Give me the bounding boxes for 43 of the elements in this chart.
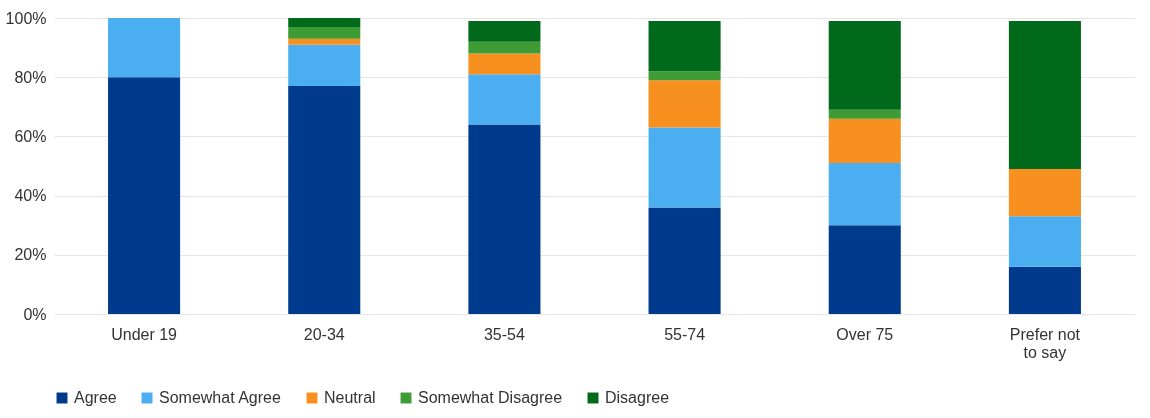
bar (468, 41, 541, 54)
y-tick-label: 80% (14, 68, 47, 86)
bar (828, 163, 901, 226)
bar (1008, 266, 1081, 314)
bar (468, 20, 541, 42)
bar (468, 74, 541, 125)
bar (648, 207, 721, 314)
bar (108, 18, 181, 78)
legend-label: Agree (74, 389, 117, 406)
x-tick-label: 20-34 (303, 325, 345, 343)
bar (648, 127, 721, 208)
x-tick-label: Over 75 (836, 325, 894, 343)
bar (288, 18, 361, 27)
bar (828, 225, 901, 314)
bar (288, 26, 361, 39)
bar (648, 20, 721, 72)
bar (468, 53, 541, 75)
x-tick-label: 55-74 (664, 325, 706, 343)
bar (468, 124, 541, 314)
bar (1008, 216, 1081, 267)
y-tick-label: 20% (14, 246, 47, 264)
x-tick-label: Under 19 (111, 325, 178, 343)
y-tick-label: 60% (14, 127, 47, 145)
legend-label: Somewhat Agree (159, 389, 281, 406)
bar (1008, 168, 1081, 217)
bar (648, 80, 721, 128)
bar (648, 71, 721, 81)
legend-label: Neutral (324, 389, 376, 406)
y-tick-label: 100% (5, 9, 47, 27)
bar (288, 38, 361, 45)
y-tick-label: 40% (14, 187, 47, 205)
bar (108, 77, 181, 314)
x-tick-label: 35-54 (483, 325, 525, 343)
bar (828, 20, 901, 110)
legend-label: Disagree (605, 389, 670, 406)
x-tick-label: Prefer not to say (1009, 325, 1081, 361)
bar (288, 86, 361, 314)
y-tick-label: 0% (23, 305, 47, 323)
bar (288, 44, 361, 87)
legend-label: Somewhat Disagree (418, 389, 563, 406)
bar (828, 109, 901, 119)
bar (1008, 20, 1081, 169)
bar (828, 118, 901, 164)
